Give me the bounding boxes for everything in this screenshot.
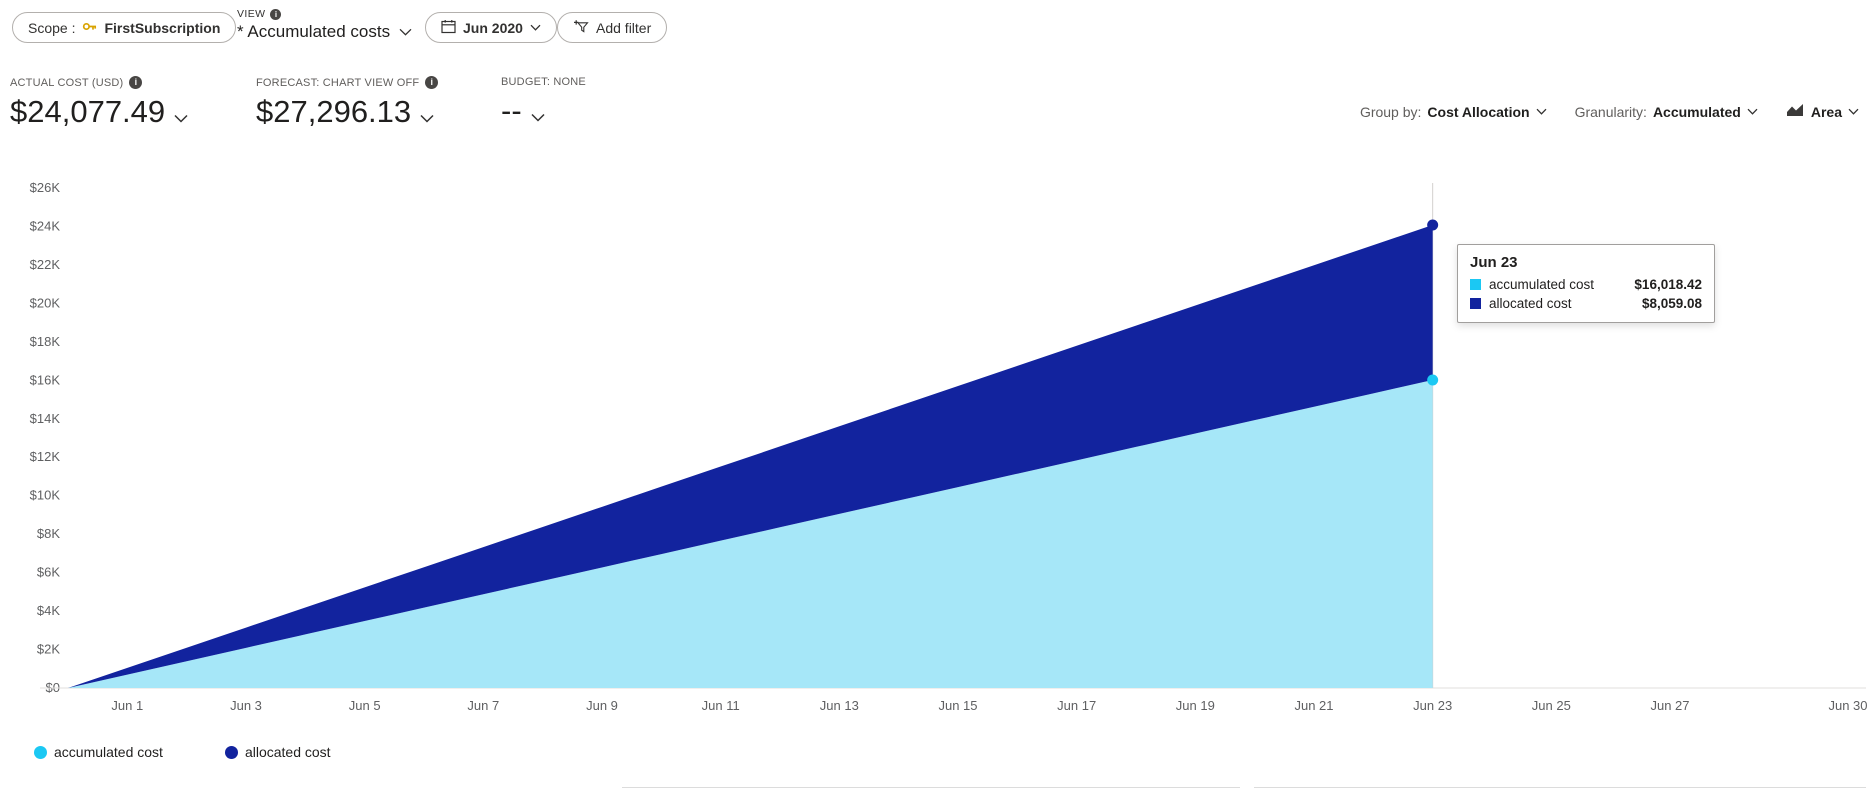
chevron-down-icon (420, 114, 434, 123)
kpi-budget-value[interactable]: -- (501, 93, 586, 129)
chart-type-selector[interactable]: Area (1786, 103, 1859, 120)
chevron-down-icon (1747, 108, 1758, 115)
card-divider (1254, 787, 1866, 788)
svg-text:$14K: $14K (30, 411, 61, 426)
svg-text:Jun 30: Jun 30 (1828, 698, 1867, 713)
svg-text:Jun 5: Jun 5 (349, 698, 381, 713)
calendar-icon (441, 19, 456, 37)
kpi-actual-amount: $24,077.49 (10, 94, 166, 129)
group-by-value: Cost Allocation (1427, 103, 1530, 120)
accumulated-cost-swatch (1470, 279, 1481, 290)
chevron-down-icon (1536, 108, 1547, 115)
kpi-forecast-cost: FORECAST: CHART VIEW OFF $27,296.13 (256, 76, 439, 130)
kpi-budget-amount: -- (501, 93, 522, 128)
legend-item-accumulated-cost[interactable]: accumulated cost (34, 744, 163, 760)
svg-text:$18K: $18K (30, 334, 61, 349)
tooltip-row: accumulated cost $16,018.42 (1470, 277, 1702, 292)
granularity-selector[interactable]: Granularity: Accumulated (1575, 104, 1758, 120)
tooltip-series-label: allocated cost (1489, 296, 1572, 311)
chart-canvas[interactable]: $0$2K$4K$6K$8K$10K$12K$14K$16K$18K$20K$2… (0, 170, 1871, 730)
svg-text:Jun 9: Jun 9 (586, 698, 618, 713)
group-by-selector[interactable]: Group by: Cost Allocation (1360, 104, 1547, 120)
svg-text:$16K: $16K (30, 372, 61, 387)
card-divider (622, 787, 1240, 788)
scope-value: FirstSubscription (104, 19, 221, 36)
svg-text:$24K: $24K (30, 218, 61, 233)
kpi-forecast-label-row: FORECAST: CHART VIEW OFF (256, 76, 439, 89)
legend-item-allocated-cost[interactable]: allocated cost (224, 744, 331, 760)
svg-text:Jun 21: Jun 21 (1294, 698, 1333, 713)
view-label: VIEW (237, 8, 266, 20)
kpi-forecast-value[interactable]: $27,296.13 (256, 94, 438, 130)
legend-label: allocated cost (244, 744, 331, 760)
svg-text:$10K: $10K (30, 488, 61, 503)
svg-text:Jun 15: Jun 15 (938, 698, 977, 713)
cost-area-chart[interactable]: $0 $2K $4K $6K $8K $10K $12K $14K $16K $18K $20K $2… (0, 170, 1871, 730)
svg-text:$4K: $4K (37, 603, 60, 618)
granularity-value: Accumulated (1652, 103, 1741, 120)
chevron-down-icon (531, 113, 545, 122)
kpi-budget-label-row: BUDGET: NONE (501, 76, 586, 88)
add-filter-icon (573, 19, 589, 37)
kpi-forecast-label: FORECAST: CHART VIEW OFF (256, 76, 420, 89)
info-icon (129, 76, 143, 89)
svg-text:Jun 3: Jun 3 (230, 698, 262, 713)
tooltip-series-label: accumulated cost (1489, 277, 1595, 292)
chart-controls: Group by: Cost Allocation Granularity: A… (1360, 103, 1859, 120)
svg-text:Jun 23: Jun 23 (1413, 698, 1452, 713)
add-filter-label: Add filter (596, 19, 652, 36)
chart-type-value: Area (1810, 103, 1842, 120)
kpi-actual-label: ACTUAL COST (USD) (10, 76, 124, 89)
svg-text:Jun 19: Jun 19 (1176, 698, 1215, 713)
group-by-label: Group by: (1359, 103, 1422, 120)
svg-text:Jun 11: Jun 11 (702, 698, 740, 713)
legend-label: accumulated cost (54, 744, 163, 760)
scope-pill[interactable]: Scope : FirstSubscription (12, 12, 237, 43)
view-selector[interactable]: VIEW * Accumulated costs (237, 8, 412, 42)
svg-text:Jun 27: Jun 27 (1650, 698, 1689, 713)
view-value: * Accumulated costs (237, 22, 391, 41)
chevron-down-icon (530, 24, 541, 31)
tooltip-series-value: $8,059.08 (1641, 296, 1702, 311)
chart-legend: accumulated cost allocated cost (34, 744, 331, 760)
key-icon (82, 19, 97, 37)
kpi-actual-cost: ACTUAL COST (USD) $24,077.49 (10, 76, 188, 130)
granularity-label: Granularity: (1574, 103, 1647, 120)
svg-text:Jun 7: Jun 7 (467, 698, 499, 713)
svg-text:Jun 1: Jun 1 (111, 698, 143, 713)
kpi-budget: BUDGET: NONE -- (501, 76, 586, 129)
scope-label: Scope : (28, 19, 76, 36)
svg-text:$26K: $26K (30, 180, 61, 195)
allocated-cost-dot (224, 745, 238, 759)
accumulated-cost-dot (34, 745, 47, 759)
svg-text:$6K: $6K (37, 565, 60, 580)
tooltip-date: Jun 23 (1470, 254, 1518, 271)
svg-text:Jun 13: Jun 13 (820, 698, 859, 713)
area-chart-icon (1786, 103, 1805, 120)
allocated-cost-swatch (1470, 298, 1481, 309)
date-range-value: Jun 2020 (463, 19, 523, 36)
chevron-down-icon (1848, 108, 1859, 115)
info-icon (425, 76, 439, 89)
tooltip-series-value: $16,018.42 (1634, 277, 1702, 292)
add-filter-button[interactable]: Add filter (557, 12, 668, 43)
svg-text:Jun 17: Jun 17 (1057, 698, 1096, 713)
svg-text:$22K: $22K (30, 257, 61, 272)
info-icon (270, 8, 282, 20)
kpi-actual-label-row: ACTUAL COST (USD) (10, 76, 188, 89)
svg-text:$12K: $12K (30, 449, 61, 464)
kpi-forecast-amount: $27,296.13 (256, 94, 412, 129)
kpi-actual-value[interactable]: $24,077.49 (10, 94, 188, 130)
chevron-down-icon (399, 28, 412, 36)
svg-text:$20K: $20K (30, 295, 61, 310)
chevron-down-icon (174, 114, 188, 123)
date-range-picker[interactable]: Jun 2020 (425, 12, 557, 43)
svg-text:Jun 25: Jun 25 (1532, 698, 1571, 713)
kpi-budget-label: BUDGET: NONE (501, 76, 586, 88)
svg-text:$2K: $2K (37, 642, 60, 657)
tooltip-row: allocated cost $8,059.08 (1470, 296, 1702, 311)
svg-text:$8K: $8K (37, 526, 60, 541)
chart-tooltip: Jun 23 accumulated cost $16,018.42 alloc… (1457, 244, 1715, 323)
